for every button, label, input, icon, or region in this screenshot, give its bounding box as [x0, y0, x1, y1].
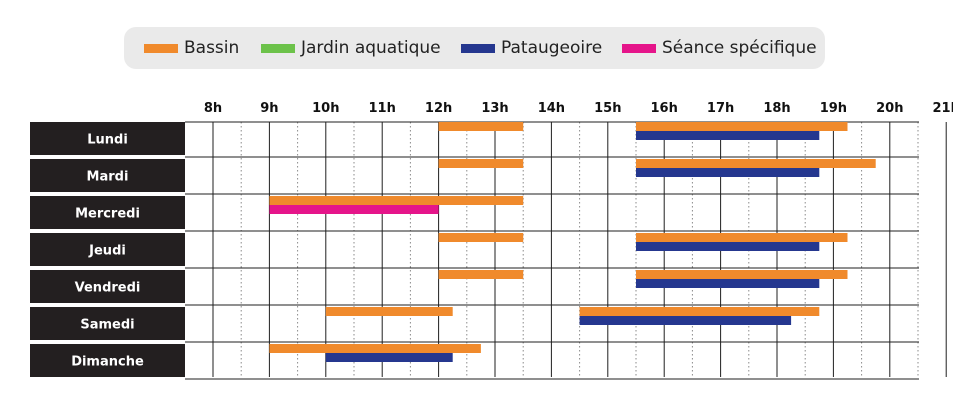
bar-bassin-dimanche [269, 344, 481, 353]
legend-label-jardin-aquatique: Jardin aquatique [301, 38, 441, 58]
bar-pataugeoire-mardi [636, 168, 820, 177]
bar-pataugeoire-samedi [579, 316, 792, 325]
x-tick-label-9h: 9h [260, 101, 278, 116]
day-label-box-vendredi [30, 270, 185, 303]
bar-bassin-vendredi [438, 270, 524, 279]
day-label-box-mardi [30, 159, 185, 192]
legend-swatch-jardin-aquatique [261, 43, 295, 53]
bar-pataugeoire-jeudi [636, 242, 820, 251]
day-label-box-dimanche [30, 344, 185, 377]
legend-item-pataugeoire: Pataugeoire [461, 27, 602, 69]
x-tick-label-16h: 16h [651, 101, 678, 116]
x-tick-label-19h: 19h [820, 101, 847, 116]
day-label-dimanche: Dimanche [71, 355, 144, 370]
day-label-box-samedi [30, 307, 185, 340]
day-label-box-jeudi [30, 233, 185, 266]
bar-bassin-lundi [438, 122, 524, 131]
x-tick-label-14h: 14h [538, 101, 565, 116]
day-label-box-lundi [30, 122, 185, 155]
x-tick-label-13h: 13h [481, 101, 508, 116]
day-label-lundi: Lundi [87, 133, 128, 148]
legend-label-seance-specifique: Séance spécifique [662, 38, 817, 58]
day-label-vendredi: Vendredi [75, 281, 141, 296]
legend-swatch-bassin [144, 43, 178, 53]
bar-pataugeoire-lundi [636, 131, 820, 140]
x-tick-label-17h: 17h [707, 101, 734, 116]
x-tick-label-21h: 21h [933, 101, 953, 116]
legend-swatch-seance-specifique [622, 43, 656, 53]
legend-item-bassin: Bassin [144, 27, 239, 69]
legend-item-jardin-aquatique: Jardin aquatique [261, 27, 441, 69]
day-label-samedi: Samedi [80, 318, 134, 333]
bar-pataugeoire-vendredi [636, 279, 820, 288]
x-tick-label-15h: 15h [594, 101, 621, 116]
legend: Bassin Jardin aquatique Pataugeoire Séan… [124, 27, 825, 69]
x-tick-label-11h: 11h [369, 101, 396, 116]
x-tick-label-20h: 20h [876, 101, 903, 116]
x-tick-label-12h: 12h [425, 101, 452, 116]
legend-label-pataugeoire: Pataugeoire [501, 38, 603, 58]
bar-bassin-jeudi [438, 233, 524, 242]
bar-bassin-lundi [636, 122, 848, 131]
x-tick-label-10h: 10h [312, 101, 339, 116]
day-label-mercredi: Mercredi [75, 207, 140, 222]
bar-bassin-mercredi [269, 196, 524, 205]
bar-bassin-samedi [325, 307, 453, 316]
x-tick-label-8h: 8h [204, 101, 222, 116]
day-label-mardi: Mardi [87, 170, 129, 185]
legend-swatch-pataugeoire [461, 43, 495, 53]
day-label-box-mercredi [30, 196, 185, 229]
x-tick-label-18h: 18h [763, 101, 790, 116]
day-label-jeudi: Jeudi [88, 244, 126, 259]
bar-seance-specifique-mercredi [269, 205, 439, 214]
bar-pataugeoire-dimanche [325, 353, 453, 362]
bar-bassin-samedi [579, 307, 820, 316]
bar-bassin-mardi [636, 159, 876, 168]
legend-label-bassin: Bassin [184, 38, 240, 58]
legend-item-seance-specifique: Séance spécifique [622, 27, 817, 69]
bar-bassin-jeudi [636, 233, 848, 242]
bar-bassin-vendredi [636, 270, 848, 279]
bar-bassin-mardi [438, 159, 524, 168]
